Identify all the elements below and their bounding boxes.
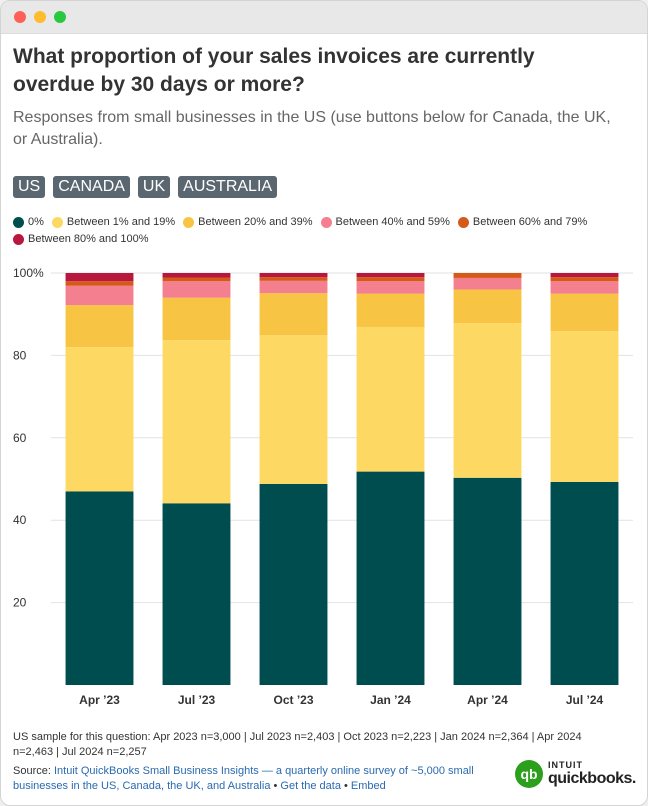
bar-segment bbox=[259, 280, 328, 294]
bar-segment bbox=[65, 281, 134, 286]
bar-segment bbox=[356, 326, 425, 472]
legend-label: Between 20% and 39% bbox=[198, 216, 313, 228]
bar-segment bbox=[259, 483, 328, 685]
legend-swatch-icon bbox=[457, 217, 469, 228]
x-tick-label: Oct ’23 bbox=[273, 693, 313, 707]
legend-item[interactable]: Between 80% and 100% bbox=[13, 231, 148, 248]
embed-link[interactable]: Embed bbox=[350, 780, 386, 792]
chart-subtitle: Responses from small businesses in the U… bbox=[13, 109, 611, 148]
bar-segment bbox=[453, 323, 522, 478]
legend-swatch-icon bbox=[183, 217, 195, 228]
australia-button[interactable]: AUSTRALIA bbox=[178, 176, 278, 198]
source-separator: • bbox=[340, 780, 351, 792]
legend-swatch-icon bbox=[320, 217, 332, 228]
x-tick-label: Apr ’23 bbox=[79, 693, 120, 707]
bar-segment bbox=[65, 285, 134, 306]
source-link[interactable]: Intuit QuickBooks Small Business Insight… bbox=[13, 765, 474, 792]
y-tick-label: 60 bbox=[13, 431, 27, 445]
bar-segment bbox=[550, 293, 619, 332]
legend-label: Between 1% and 19% bbox=[66, 216, 176, 228]
chart-legend: 0% Between 1% and 19% Between 20% and 39% B… bbox=[13, 214, 633, 248]
stacked-bar-chart: 20 40 60 80 100% Apr ’23 Jul ’23 Oct ’23 Jan ’24… bbox=[13, 266, 633, 707]
bar-segment bbox=[550, 273, 619, 278]
bar-segment bbox=[65, 273, 134, 282]
bar-segment bbox=[453, 477, 522, 685]
sample-footnote: US sample for this question: Apr 2023 n=… bbox=[13, 731, 582, 758]
legend-swatch-icon bbox=[51, 217, 63, 228]
legend-label: Between 40% and 59% bbox=[335, 216, 450, 228]
x-tick-label: Jul ’23 bbox=[178, 693, 216, 707]
bar-segment bbox=[162, 503, 231, 685]
legend-label: 0% bbox=[28, 216, 44, 228]
bar-segment bbox=[65, 347, 134, 492]
y-tick-label: 40 bbox=[13, 513, 27, 527]
x-tick-label: Jan ’24 bbox=[370, 693, 411, 707]
maximize-window-button[interactable] bbox=[54, 11, 66, 23]
bar-segment bbox=[356, 471, 425, 685]
bar-segment bbox=[259, 293, 328, 336]
bar-segment bbox=[259, 277, 328, 281]
bar-segment bbox=[162, 273, 231, 278]
legend-item[interactable]: 0% bbox=[13, 214, 44, 231]
x-tick-label: Apr ’24 bbox=[467, 693, 508, 707]
uk-button[interactable]: UK bbox=[137, 176, 171, 198]
bar-segment bbox=[356, 281, 425, 294]
bar-segment bbox=[550, 277, 619, 282]
get-data-link[interactable]: Get the data bbox=[280, 780, 341, 792]
quickbooks-logo: qb INTUIT quickbooks. bbox=[515, 759, 636, 789]
bar-segment bbox=[453, 277, 522, 290]
bar-segment bbox=[162, 281, 231, 298]
bar-segment bbox=[259, 273, 328, 278]
legend-label: Between 60% and 79% bbox=[472, 216, 588, 228]
us-button[interactable]: US bbox=[13, 176, 46, 198]
bar-segment bbox=[550, 481, 619, 685]
y-tick-label: 20 bbox=[13, 596, 27, 610]
legend-item[interactable]: Between 20% and 39% bbox=[183, 214, 313, 231]
legend-item[interactable]: Between 1% and 19% bbox=[51, 214, 176, 231]
legend-swatch-icon bbox=[13, 217, 24, 228]
close-window-button[interactable] bbox=[14, 11, 26, 23]
bar-segment bbox=[259, 335, 328, 484]
y-tick-label: 100% bbox=[13, 266, 44, 280]
bar-segment bbox=[453, 273, 522, 278]
legend-item[interactable]: Between 40% and 59% bbox=[320, 214, 450, 231]
bar-segment bbox=[162, 297, 231, 341]
logo-quickbooks-text: quickbooks. bbox=[548, 770, 636, 787]
x-tick-label: Jul ’24 bbox=[566, 693, 604, 707]
bar-segment bbox=[453, 289, 522, 324]
bar-segment bbox=[356, 273, 425, 278]
chart-title: What proportion of your sales invoices a… bbox=[13, 45, 535, 96]
source-note: Source: Intuit QuickBooks Small Business… bbox=[13, 764, 503, 794]
minimize-window-button[interactable] bbox=[34, 11, 46, 23]
bar-segment bbox=[162, 277, 231, 282]
source-prefix: Source: bbox=[13, 765, 54, 777]
bar-segment bbox=[356, 277, 425, 282]
legend-item[interactable]: Between 60% and 79% bbox=[457, 214, 588, 231]
country-buttons: US CANADA UK AUSTRALIA bbox=[13, 176, 278, 198]
window-titlebar bbox=[1, 1, 647, 34]
bar-segment bbox=[550, 281, 619, 294]
logo-intuit-text: INTUIT bbox=[548, 760, 583, 770]
source-separator: • bbox=[270, 780, 281, 792]
bar-segment bbox=[162, 340, 231, 504]
legend-swatch-icon bbox=[13, 234, 24, 245]
y-tick-label: 80 bbox=[13, 348, 27, 362]
bar-segment bbox=[65, 491, 134, 685]
legend-label: Between 80% and 100% bbox=[28, 233, 149, 245]
bar-segment bbox=[356, 293, 425, 327]
canada-button[interactable]: CANADA bbox=[53, 176, 130, 198]
quickbooks-logo-icon: qb bbox=[515, 760, 543, 788]
bar-segment bbox=[65, 305, 134, 348]
bar-segment bbox=[550, 331, 619, 482]
